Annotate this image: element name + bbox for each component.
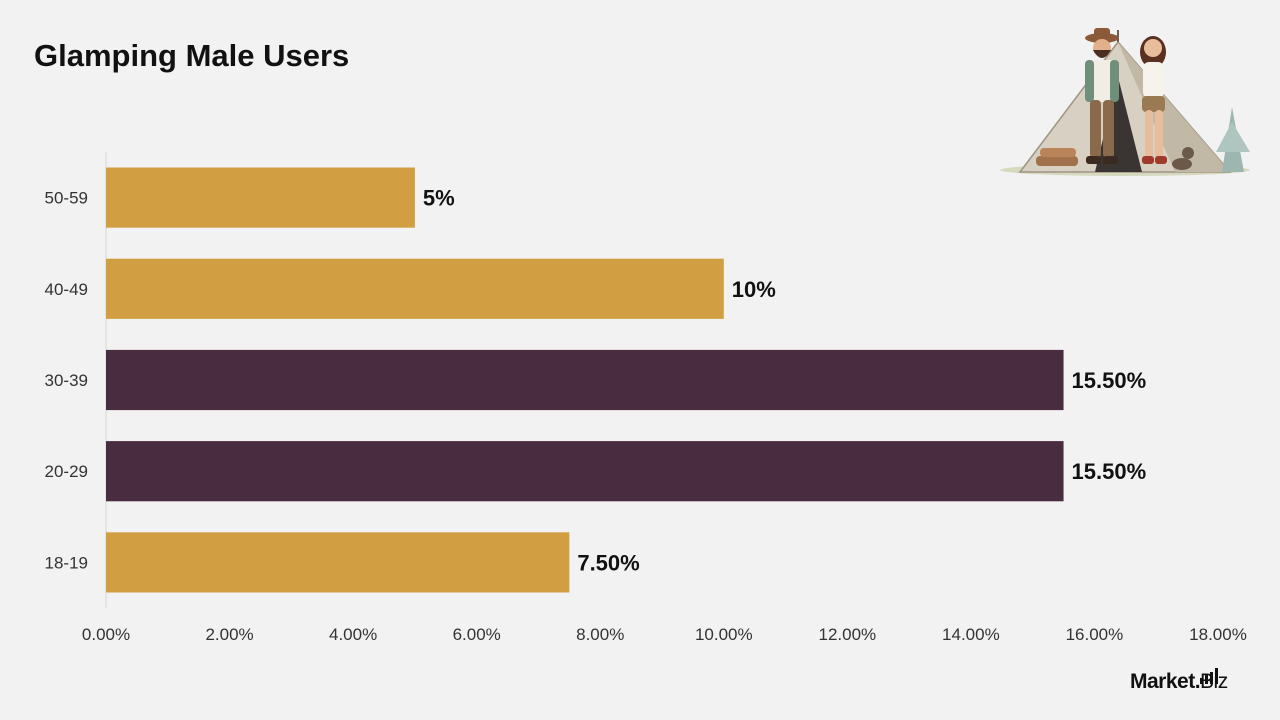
y-tick-label: 18-19	[45, 553, 88, 572]
x-tick-label: 10.00%	[695, 625, 753, 644]
data-label: 5%	[423, 186, 455, 211]
chart-title: Glamping Male Users	[34, 38, 350, 73]
x-tick-label: 16.00%	[1066, 625, 1124, 644]
y-tick-label: 40-49	[45, 280, 88, 299]
x-tick-label: 6.00%	[453, 625, 501, 644]
data-label: 15.50%	[1072, 368, 1147, 393]
y-tick-label: 50-59	[45, 189, 88, 208]
bar-30-39	[106, 349, 1064, 411]
x-tick-label: 2.00%	[205, 625, 253, 644]
x-tick-label: 12.00%	[818, 625, 876, 644]
x-tick-label: 8.00%	[576, 625, 624, 644]
bar-40-49	[106, 258, 724, 319]
bar-50-59	[106, 167, 415, 228]
brand-logo: Market.Biz	[1130, 668, 1228, 694]
bar-20-29	[106, 441, 1064, 502]
x-tick-label: 0.00%	[82, 625, 130, 644]
x-tick-label: 18.00%	[1189, 625, 1247, 644]
y-tick-label: 20-29	[45, 462, 88, 481]
x-tick-label: 14.00%	[942, 625, 1000, 644]
data-label: 7.50%	[577, 550, 639, 575]
data-label: 15.50%	[1072, 459, 1147, 484]
bar-18-19	[106, 532, 570, 593]
camping-couple-tent-illustration	[1000, 28, 1250, 176]
y-tick-label: 30-39	[45, 371, 88, 390]
x-tick-label: 4.00%	[329, 625, 377, 644]
bar-chart-icon	[1200, 668, 1218, 684]
data-label: 10%	[732, 277, 776, 302]
